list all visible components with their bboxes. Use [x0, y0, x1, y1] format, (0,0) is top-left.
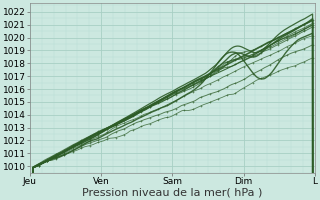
X-axis label: Pression niveau de la mer( hPa ): Pression niveau de la mer( hPa ) — [82, 187, 262, 197]
